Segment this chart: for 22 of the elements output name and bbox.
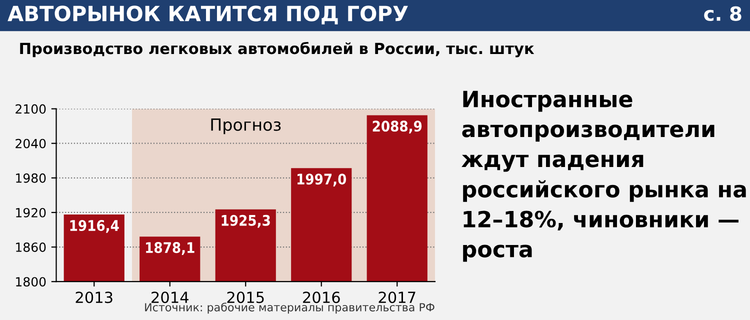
x-tick-label: 2013 [76, 292, 112, 304]
y-tick-label: 1920 [16, 208, 46, 218]
data-label: 1878,1 [146, 242, 194, 255]
data-label: 1997,0 [298, 174, 346, 186]
text: Источник: рабочие материалы правительства РФ [145, 302, 434, 314]
band-label: Прогноз [211, 118, 281, 134]
data-label: 2088,9 [372, 120, 422, 134]
data-label: 1925,3 [222, 214, 270, 228]
x-tick-label: 2016 [303, 292, 340, 304]
text: с. 8 [704, 6, 742, 21]
data-label: 1916,4 [70, 220, 119, 233]
y-tick-label: 2040 [16, 138, 46, 148]
text: Иностранные автопроизводители ждут падения российского рынка на 12–18%, чиновники — роста [462, 90, 746, 262]
y-tick-label: 1860 [16, 242, 46, 252]
chart-subtitle: Производство легковых автомобилей в России, тыс. штук [20, 42, 534, 58]
chart-title: АВТОРЫНОК КАТИТСЯ ПОД ГОРУ [8, 6, 408, 24]
y-tick-label: 1800 [16, 277, 46, 287]
x-tick-label: 2017 [378, 292, 416, 304]
y-tick-label: 2100 [16, 104, 46, 114]
y-tick-label: 1980 [16, 173, 46, 183]
x-tick-label: 2015 [227, 292, 264, 304]
x-tick-label: 2014 [152, 292, 188, 304]
